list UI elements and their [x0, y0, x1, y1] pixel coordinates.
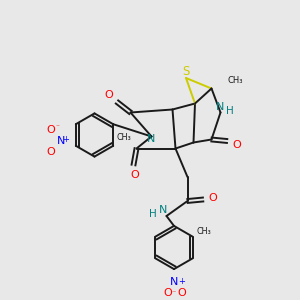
- Text: N: N: [57, 136, 65, 146]
- Text: O: O: [104, 90, 113, 100]
- Text: O: O: [130, 169, 140, 180]
- Text: H: H: [226, 106, 234, 116]
- Text: O: O: [177, 287, 186, 298]
- Text: H: H: [149, 208, 157, 219]
- Text: O: O: [47, 125, 56, 135]
- Text: N: N: [159, 205, 167, 215]
- Text: +: +: [178, 277, 185, 286]
- Text: O: O: [47, 147, 56, 158]
- Text: N: N: [216, 102, 225, 112]
- Text: O: O: [208, 193, 217, 203]
- Text: S: S: [182, 65, 190, 78]
- Text: +: +: [62, 135, 69, 144]
- Text: CH₃: CH₃: [117, 133, 132, 142]
- Text: O: O: [232, 140, 241, 150]
- Text: ⁻: ⁻: [55, 123, 59, 132]
- Text: N: N: [170, 277, 178, 287]
- Text: ⁻: ⁻: [171, 288, 176, 297]
- Text: O: O: [163, 287, 172, 298]
- Text: CH₃: CH₃: [196, 227, 211, 236]
- Text: CH₃: CH₃: [227, 76, 243, 85]
- Text: N: N: [147, 134, 156, 144]
